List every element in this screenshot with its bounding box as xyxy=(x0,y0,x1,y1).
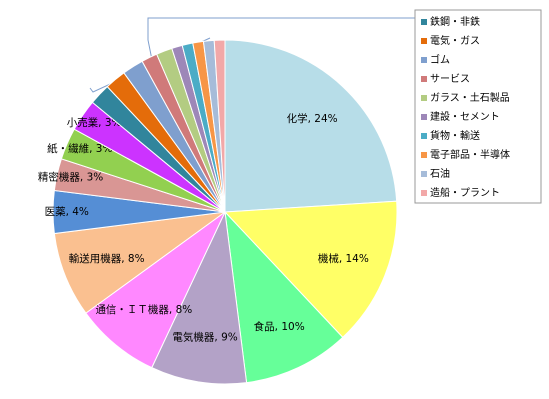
legend-marker xyxy=(421,190,427,196)
legend-label: 電気・ガス xyxy=(430,34,480,47)
pie-slice xyxy=(224,210,344,384)
legend-marker xyxy=(421,76,427,82)
leader-line xyxy=(147,17,415,61)
pie-slice xyxy=(213,39,226,213)
pie-slice xyxy=(151,210,248,385)
legend-marker xyxy=(421,57,427,63)
data-label: 輸送用機器, 8% xyxy=(69,252,145,265)
legend-label: ガラス・土石製品 xyxy=(430,91,510,104)
legend-label: ゴム xyxy=(430,53,450,66)
legend-label: サービス xyxy=(430,73,470,85)
legend-label: 造船・プラント xyxy=(430,186,500,199)
legend-label: 貨物・輸送 xyxy=(430,129,480,142)
data-label: 医薬, 4% xyxy=(45,206,89,218)
pie-slice xyxy=(223,200,398,339)
data-label: 精密機器, 3% xyxy=(38,170,103,183)
legend-marker xyxy=(421,19,427,25)
legend-label: 石油 xyxy=(430,167,450,180)
legend-marker xyxy=(421,38,427,44)
legend-box xyxy=(414,9,542,204)
legend-marker xyxy=(421,171,427,177)
data-label: 機械, 14% xyxy=(318,252,369,265)
data-label: 小売業, 3% xyxy=(67,116,122,129)
legend-label: 鉄鋼・非鉄 xyxy=(430,15,480,28)
pie-slice xyxy=(224,39,398,213)
legend-marker xyxy=(421,133,427,139)
data-label: 化学, 24% xyxy=(287,112,338,125)
data-label: 通信・ＩＴ機器, 8% xyxy=(95,303,192,316)
legend-label: 建設・セメント xyxy=(430,110,500,123)
legend-label: 電子部品・半導体 xyxy=(430,148,510,161)
legend-marker xyxy=(421,152,427,158)
data-label: 食品, 10% xyxy=(254,320,305,333)
legend-marker xyxy=(421,114,427,120)
legend-marker xyxy=(421,95,427,101)
data-label: 電気機器, 9% xyxy=(172,331,237,344)
data-label: 紙・繊維, 3% xyxy=(47,142,112,155)
